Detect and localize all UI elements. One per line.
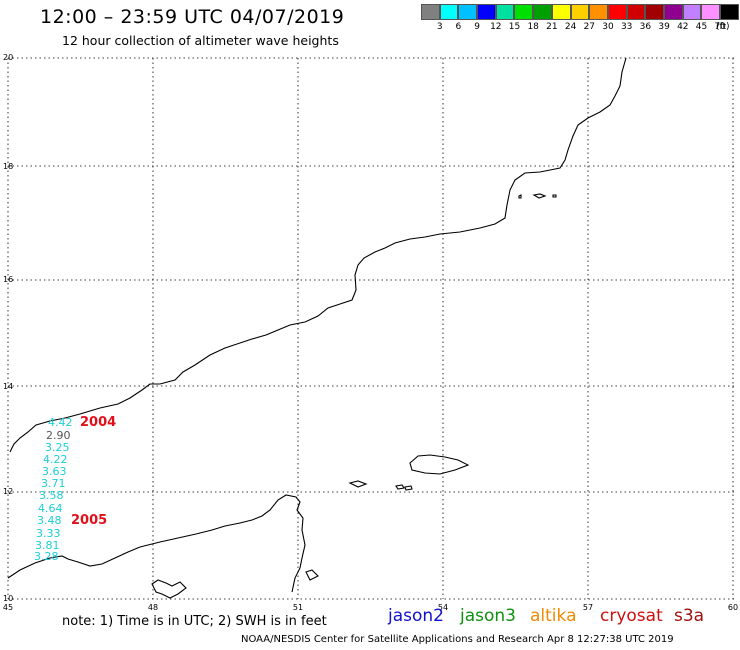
legend-note: note: 1) Time is in UTC; 2) SWH is in fe… <box>62 614 327 629</box>
swh-value: 3.63 <box>42 465 67 478</box>
colorbar-swatch <box>439 4 459 20</box>
swh-value: 3.28 <box>34 550 59 563</box>
colorbar-swatch <box>421 4 440 20</box>
colorbar-tick-label: 15 <box>508 22 521 32</box>
colorbar-unit: (ft) <box>716 22 730 32</box>
satellite-cryosat: cryosat <box>600 606 663 626</box>
colorbar-swatch <box>589 4 608 20</box>
colorbar-tick-label: 45 <box>695 22 708 32</box>
colorbar-swatch <box>607 4 627 20</box>
somali-coast <box>7 494 306 593</box>
swh-value: 2.90 <box>46 429 71 442</box>
colorbar-labels: 3 6 9 12 15 18 21 24 27 30 33 36 39 42 45 70 <box>421 22 733 34</box>
swh-value: 3.48 <box>37 514 62 527</box>
lon-label: 60 <box>727 603 739 612</box>
footer-credit: NOAA/NESDIS Center for Satellite Applica… <box>241 634 674 645</box>
colorbar-swatch <box>458 4 478 20</box>
swh-value: 4.64 <box>38 502 63 515</box>
islet-1 <box>348 480 368 488</box>
arabian-coast <box>9 57 627 453</box>
lon-label: 54 <box>437 603 449 612</box>
lon-label: 57 <box>582 603 594 612</box>
lon-label: 48 <box>147 603 159 612</box>
colorbar-tick-label: 9 <box>474 22 480 32</box>
colorbar <box>421 4 739 20</box>
colorbar-tick-label: 36 <box>639 22 652 32</box>
lat-label: 18 <box>3 162 14 171</box>
colorbar-swatch <box>626 4 646 20</box>
kuria-islet-2 <box>532 193 547 199</box>
colorbar-tick-label: 27 <box>583 22 596 32</box>
kuria-islet-1 <box>518 194 522 199</box>
year-label: 2004 <box>80 415 117 430</box>
colorbar-swatch <box>514 4 534 20</box>
page-title: 12:00 – 23:59 UTC 04/07/2019 <box>40 6 345 28</box>
kuria-islet-3 <box>552 194 557 198</box>
colorbar-tick-label: 12 <box>490 22 502 32</box>
gulf-island <box>305 569 319 581</box>
colorbar-tick-label: 18 <box>527 22 539 32</box>
swh-value: 3.33 <box>36 527 61 540</box>
colorbar-tick-label: 24 <box>564 22 577 32</box>
colorbar-swatch <box>663 4 683 20</box>
colorbar-swatch <box>533 4 552 20</box>
satellite-jason3: jason3 <box>460 606 516 626</box>
colorbar-swatch <box>701 4 720 20</box>
islet-2 <box>395 484 405 490</box>
inland-lake <box>151 579 187 599</box>
lat-label: 20 <box>3 53 14 62</box>
swh-value: 3.71 <box>41 477 66 490</box>
year-label: 2005 <box>71 513 108 528</box>
colorbar-tick-label: 3 <box>436 22 443 32</box>
colorbar-tick-label: 30 <box>602 22 614 32</box>
colorbar-tick-label: 39 <box>658 22 670 32</box>
colorbar-swatch <box>720 4 739 20</box>
colorbar-tick-label: 42 <box>677 22 689 32</box>
colorbar-swatch <box>645 4 664 20</box>
colorbar-swatch <box>495 4 515 20</box>
satellite-s3a: s3a <box>674 606 705 626</box>
colorbar-tick-label: 21 <box>546 22 558 32</box>
lat-label: 10 <box>3 594 14 603</box>
swh-value: 3.25 <box>45 441 70 454</box>
lat-label: 12 <box>3 487 14 496</box>
satellite-altika: altika <box>530 606 577 626</box>
colorbar-tick-label: 33 <box>620 22 633 32</box>
colorbar-tick-label: 6 <box>455 22 462 32</box>
lon-label: 51 <box>292 603 304 612</box>
colorbar-swatch <box>477 4 496 20</box>
coastline <box>7 57 627 599</box>
swh-value: 4.22 <box>43 453 68 466</box>
page-subtitle: 12 hour collection of altimeter wave hei… <box>62 33 339 48</box>
colorbar-swatch <box>682 4 702 20</box>
lon-label: 45 <box>2 603 14 612</box>
socotra-island <box>409 454 470 475</box>
colorbar-swatch <box>551 4 571 20</box>
colorbar-tick-label: 70 <box>714 22 726 32</box>
swh-value: 3.81 <box>35 539 60 552</box>
lat-label: 16 <box>3 275 14 284</box>
swh-value: 3.58 <box>39 489 64 502</box>
map-grid <box>7 57 735 600</box>
satellite-jason2: jason2 <box>388 606 444 626</box>
lat-label: 14 <box>3 382 14 391</box>
islet-3 <box>404 485 413 491</box>
colorbar-swatch <box>570 4 590 20</box>
swh-value: 4.42 <box>48 416 73 429</box>
